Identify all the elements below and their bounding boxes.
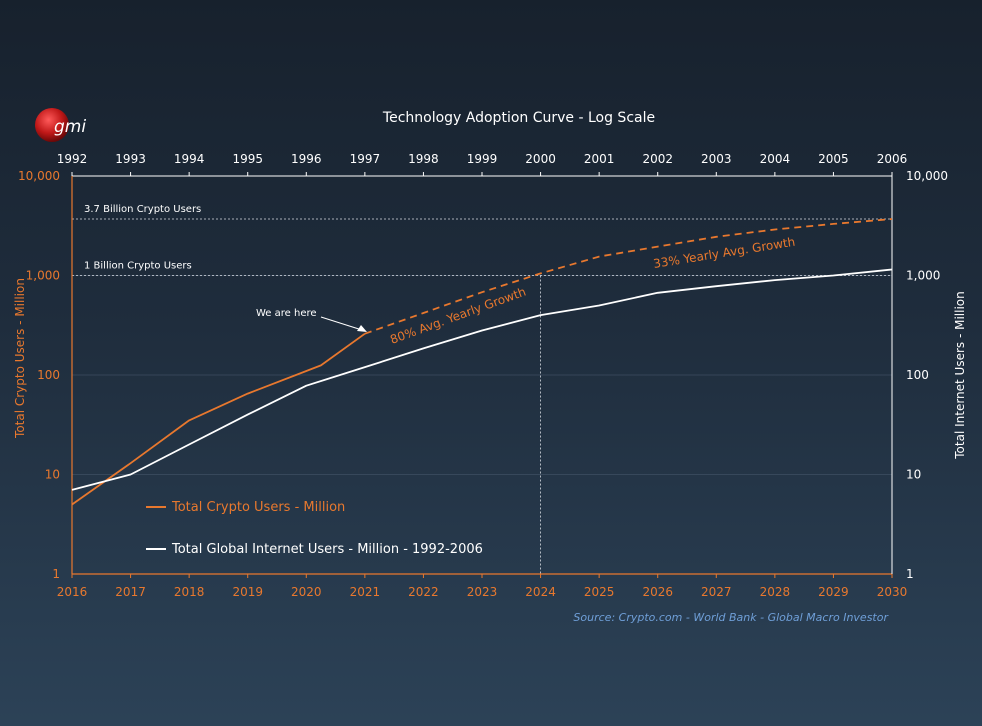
x-bottom-tick-label: 2021 bbox=[350, 585, 381, 599]
growth-33-annotation: 33% Yearly Avg. Growth bbox=[652, 235, 796, 271]
we-are-here-arrow bbox=[320, 316, 363, 331]
legend: Total Crypto Users - Million Total Globa… bbox=[146, 500, 483, 557]
y-right-tick-label: 10,000 bbox=[906, 169, 948, 183]
axes bbox=[71, 172, 893, 578]
y-left-tick-label: 10 bbox=[45, 468, 60, 482]
reference-line-label: 3.7 Billion Crypto Users bbox=[84, 204, 201, 215]
y-right-tick-label: 10 bbox=[906, 468, 921, 482]
x-bottom-tick-label: 2030 bbox=[877, 585, 908, 599]
x-bottom-tick-label: 2028 bbox=[760, 585, 791, 599]
x-bottom-tick-label: 2024 bbox=[525, 585, 556, 599]
x-top-tick-label: 2003 bbox=[701, 152, 732, 166]
x-top-tick-label: 1995 bbox=[232, 152, 263, 166]
x-bottom-tick-label: 2018 bbox=[174, 585, 205, 599]
y-right-tick-label: 100 bbox=[906, 368, 929, 382]
y-axis-left-label: Total Crypto Users - Million bbox=[13, 278, 27, 439]
legend-label-internet: Total Global Internet Users - Million - … bbox=[171, 542, 483, 557]
x-bottom-tick-label: 2016 bbox=[57, 585, 88, 599]
x-bottom-tick-label: 2017 bbox=[115, 585, 146, 599]
x-top-tick-label: 2002 bbox=[642, 152, 673, 166]
y-right-tick-label: 1,000 bbox=[906, 269, 940, 283]
tick-labels: 1 10 100 1,000 10,000 1 10 100 1,000 10,000 2016 20… bbox=[18, 152, 948, 599]
we-are-here-arrowhead bbox=[357, 325, 367, 332]
series-lines bbox=[71, 218, 893, 506]
x-bottom-tick-label: 2020 bbox=[291, 585, 322, 599]
x-bottom-tick-label: 2025 bbox=[584, 585, 615, 599]
x-top-tick-label: 1997 bbox=[350, 152, 381, 166]
x-top-tick-label: 1994 bbox=[174, 152, 205, 166]
series-line-1 bbox=[364, 218, 893, 335]
reference-line-label: 1 Billion Crypto Users bbox=[84, 261, 192, 272]
y-left-tick-label: 100 bbox=[37, 368, 60, 382]
x-top-tick-label: 2006 bbox=[877, 152, 908, 166]
series-line-0 bbox=[71, 332, 366, 506]
x-top-tick-label: 2005 bbox=[818, 152, 849, 166]
series-line-2 bbox=[71, 268, 893, 491]
x-top-tick-label: 1996 bbox=[291, 152, 322, 166]
source-note: Source: Crypto.com - World Bank - Global… bbox=[573, 611, 889, 624]
x-top-tick-label: 1999 bbox=[467, 152, 498, 166]
y-right-tick-label: 1 bbox=[906, 567, 914, 581]
logo-text: gmi bbox=[54, 117, 86, 137]
x-bottom-tick-label: 2019 bbox=[232, 585, 263, 599]
x-bottom-tick-label: 2022 bbox=[408, 585, 439, 599]
gmi-logo: gmi bbox=[35, 108, 86, 142]
y-left-tick-label: 1,000 bbox=[26, 269, 60, 283]
chart-title: Technology Adoption Curve - Log Scale bbox=[382, 110, 655, 126]
reference-lines: 3.7 Billion Crypto Users 1 Billion Crypto… bbox=[72, 204, 892, 574]
y-left-tick-label: 10,000 bbox=[18, 169, 60, 183]
x-top-tick-label: 1998 bbox=[408, 152, 439, 166]
x-bottom-tick-label: 2029 bbox=[818, 585, 849, 599]
x-bottom-tick-label: 2026 bbox=[642, 585, 673, 599]
legend-label-crypto: Total Crypto Users - Million bbox=[171, 500, 345, 515]
x-bottom-tick-label: 2023 bbox=[467, 585, 498, 599]
x-bottom-tick-label: 2027 bbox=[701, 585, 732, 599]
y-left-tick-label: 1 bbox=[52, 567, 60, 581]
x-top-tick-label: 1992 bbox=[57, 152, 88, 166]
y-axis-right-label: Total Internet Users - Million bbox=[953, 291, 967, 460]
we-are-here-annotation: We are here bbox=[256, 308, 317, 319]
x-top-tick-label: 2004 bbox=[760, 152, 791, 166]
x-top-tick-label: 1993 bbox=[115, 152, 146, 166]
x-top-tick-label: 2001 bbox=[584, 152, 615, 166]
x-top-tick-label: 2000 bbox=[525, 152, 556, 166]
logo-globe-icon bbox=[35, 108, 69, 142]
